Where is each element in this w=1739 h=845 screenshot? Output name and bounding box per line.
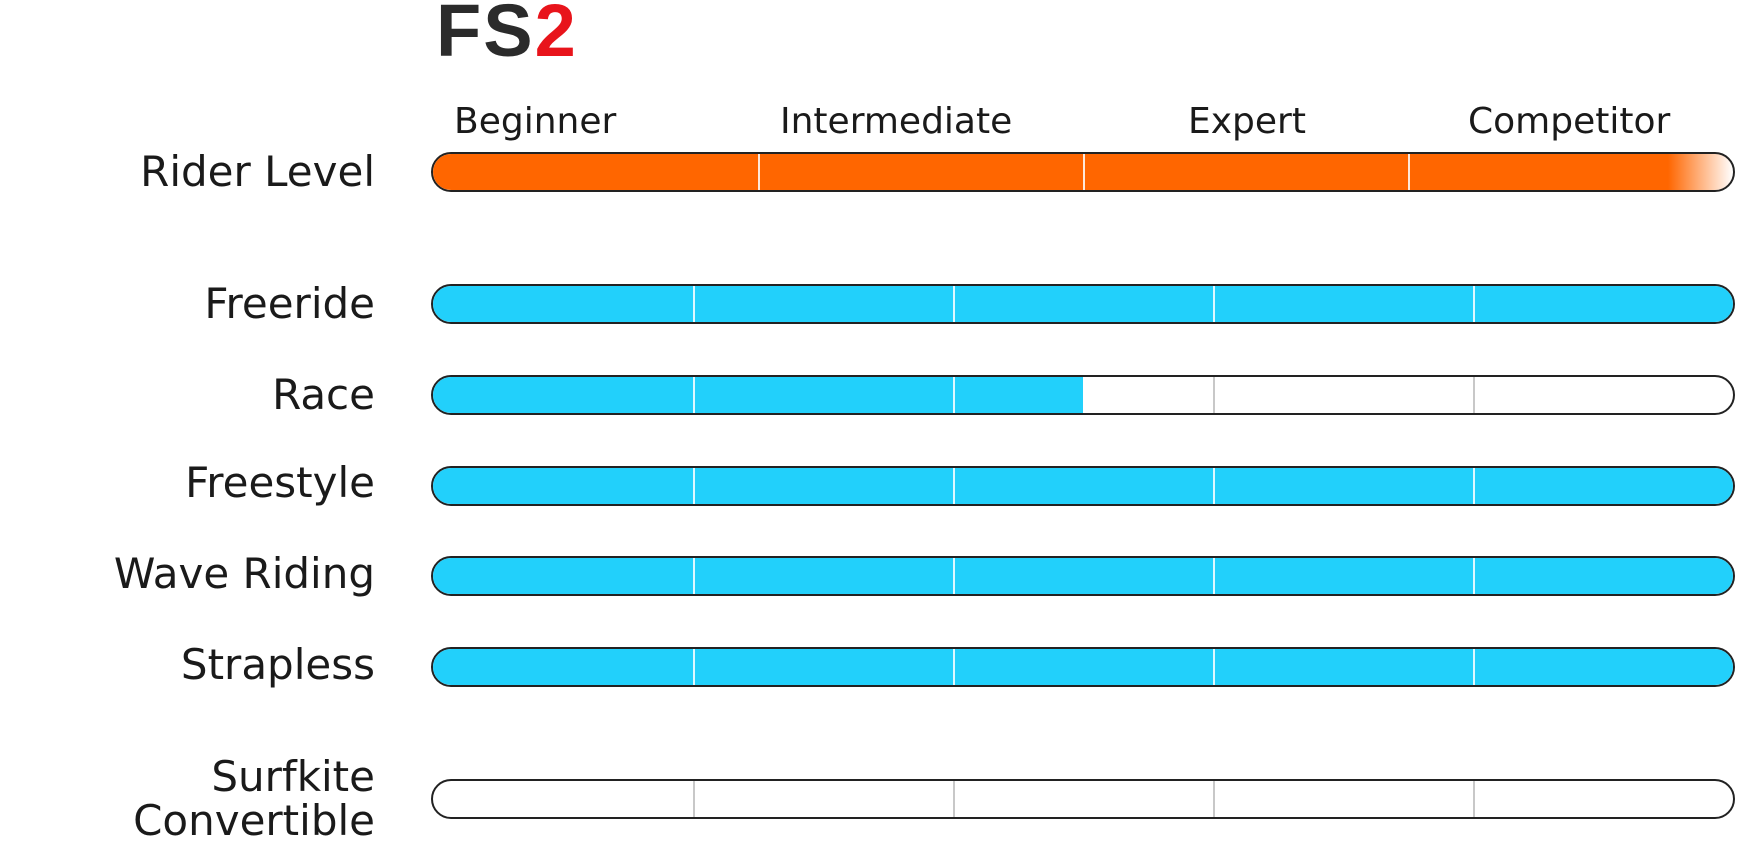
bar-divider — [1213, 468, 1215, 504]
bar-strapless — [431, 647, 1735, 687]
row-label-freeride: Freeride — [204, 279, 375, 328]
row-label-surfkite-convertible: Surfkite Convertible — [133, 752, 375, 845]
bar-divider — [1213, 558, 1215, 594]
bar-divider — [1213, 649, 1215, 685]
bar-divider — [693, 468, 695, 504]
bar-divider — [693, 781, 695, 817]
bar-divider — [953, 468, 955, 504]
row-label-wave-riding: Wave Riding — [113, 549, 375, 598]
rider-level-divider — [1083, 154, 1085, 190]
bar-divider — [693, 649, 695, 685]
bar-surfkite-convertible — [431, 779, 1735, 819]
row-label-freestyle: Freestyle — [185, 458, 375, 507]
level-label-intermediate: Intermediate — [780, 101, 1013, 142]
product-logo: FS2 — [436, 0, 578, 68]
bar-divider — [953, 286, 955, 322]
bar-freestyle — [431, 466, 1735, 506]
bar-divider — [1213, 286, 1215, 322]
bar-divider — [1473, 558, 1475, 594]
bar-divider — [1473, 781, 1475, 817]
bar-fill — [433, 558, 1733, 594]
bar-divider — [693, 558, 695, 594]
bar-fill — [433, 377, 1083, 413]
bar-divider — [693, 377, 695, 413]
logo-prefix: FS — [436, 0, 535, 72]
row-label-race: Race — [272, 370, 375, 419]
rider-level-divider — [1408, 154, 1410, 190]
bar-fill — [433, 649, 1733, 685]
bar-divider — [693, 286, 695, 322]
bar-wave-riding — [431, 556, 1735, 596]
bar-fill — [433, 468, 1733, 504]
level-label-beginner: Beginner — [454, 101, 617, 142]
level-label-competitor: Competitor — [1468, 101, 1671, 142]
bar-divider — [953, 558, 955, 594]
bar-divider — [1213, 781, 1215, 817]
row-label-strapless: Strapless — [180, 640, 375, 689]
rider-level-label: Rider Level — [140, 147, 375, 196]
bar-divider — [953, 377, 955, 413]
bar-divider — [953, 649, 955, 685]
rider-level-divider — [758, 154, 760, 190]
bar-divider — [953, 781, 955, 817]
bar-fill — [433, 286, 1733, 322]
bar-divider — [1473, 286, 1475, 322]
bar-divider — [1213, 377, 1215, 413]
bar-freeride — [431, 284, 1735, 324]
logo-number: 2 — [534, 0, 578, 72]
bar-divider — [1473, 468, 1475, 504]
bar-race — [431, 375, 1735, 415]
rider-level-bar — [431, 152, 1735, 192]
bar-divider — [1473, 649, 1475, 685]
level-label-expert: Expert — [1188, 101, 1306, 142]
bar-divider — [1473, 377, 1475, 413]
